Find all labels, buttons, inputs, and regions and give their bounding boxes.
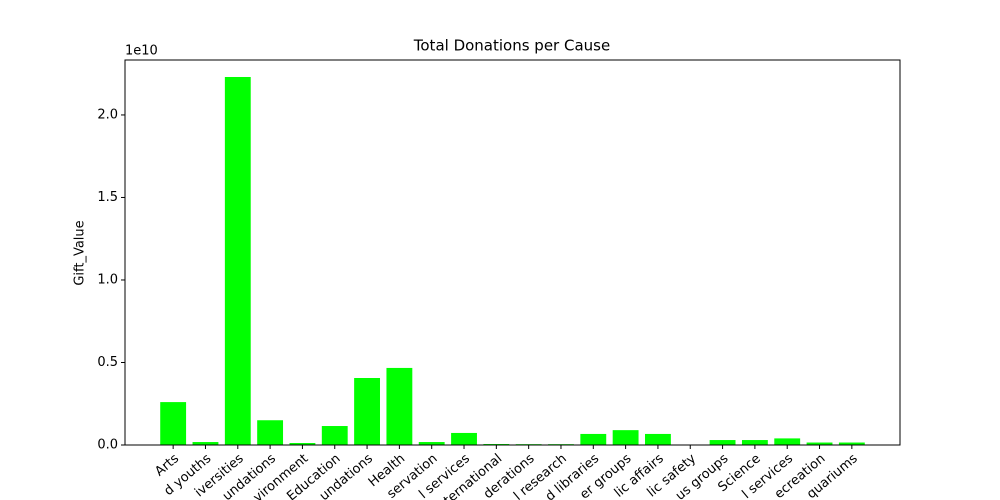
bar <box>580 433 607 445</box>
y-tick-label: 0.0 <box>97 438 118 453</box>
bar <box>806 442 833 445</box>
bar <box>451 432 477 445</box>
y-tick-label: 2.0 <box>97 107 118 122</box>
bar <box>418 442 445 445</box>
bar <box>838 442 865 445</box>
y-tick-label: 0.5 <box>97 355 118 370</box>
bar <box>160 402 187 445</box>
bar <box>645 433 671 445</box>
bar <box>321 426 348 445</box>
bar <box>612 430 639 445</box>
bar <box>289 443 316 445</box>
bar <box>192 442 219 445</box>
offset-text: 1e10 <box>125 44 158 59</box>
bar <box>741 440 768 445</box>
y-tick-label: 1.5 <box>97 190 118 205</box>
plot-frame <box>124 59 901 446</box>
y-tick-label: 1.0 <box>97 272 118 287</box>
bar <box>774 438 801 445</box>
bar <box>354 378 380 445</box>
bar <box>709 440 736 445</box>
bar <box>224 76 251 445</box>
bar <box>386 367 413 445</box>
y-axis-label: Gift_Value <box>73 220 88 285</box>
bar <box>257 420 284 445</box>
chart-title: Total Donations per Cause <box>413 37 610 55</box>
